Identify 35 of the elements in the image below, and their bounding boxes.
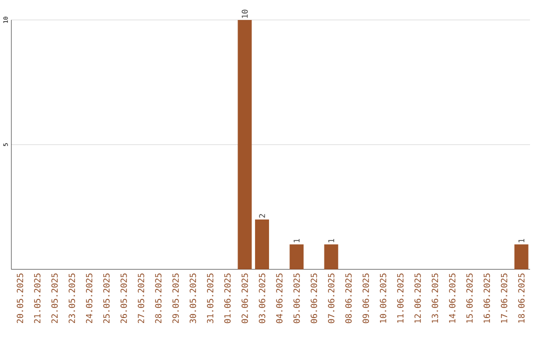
x-tick-label: 22.05.2025 [51,273,58,323]
x-tick-label: 28.05.2025 [155,273,162,323]
x-tick-label: 04.06.2025 [276,273,283,324]
bar [324,244,338,270]
bar [290,244,304,270]
x-tick-label: 06.06.2025 [310,273,318,324]
x-tick-label: 20.05.2025 [16,273,24,323]
x-tick-label: 27.05.2025 [138,273,144,323]
x-tick-label: 02.06.2025 [242,273,248,324]
x-tick-label: 21.05.2025 [34,273,40,323]
x-tick-label: 01.06.2025 [224,273,231,324]
bar [238,20,252,270]
x-tick-label: 08.06.2025 [345,273,352,324]
x-tick-label: 15.06.2025 [466,273,473,323]
x-tick-label: 17.06.2025 [500,273,508,323]
x-tick-label: 03.06.2025 [258,273,266,324]
x-tick-label: 26.05.2025 [120,273,127,323]
x-tick-label: 11.06.2025 [397,273,404,323]
x-tick-label: 25.05.2025 [103,273,110,323]
x-tick-label: 30.05.2025 [190,273,196,324]
x-tick-label: 29.05.2025 [172,273,179,323]
x-tick-label: 18.06.2025 [518,273,525,323]
x-tick-label: 16.06.2025 [484,273,490,323]
x-tick-label: 12.06.2025 [414,273,421,323]
x-tick-label: 05.06.2025 [293,273,300,324]
bar [514,244,528,270]
x-tick-label: 14.06.2025 [449,273,456,323]
x-tick-label: 23.05.2025 [68,273,76,323]
x-tick-label: 31.05.2025 [206,273,214,324]
x-tick-label: 13.06.2025 [432,273,438,323]
x-tick-label: 24.05.2025 [86,273,92,323]
x-tick-label: 09.06.2025 [362,273,369,324]
x-tick-label: 10.06.2025 [380,273,386,323]
bar [255,219,270,270]
x-tick-label: 07.06.2025 [328,273,334,324]
